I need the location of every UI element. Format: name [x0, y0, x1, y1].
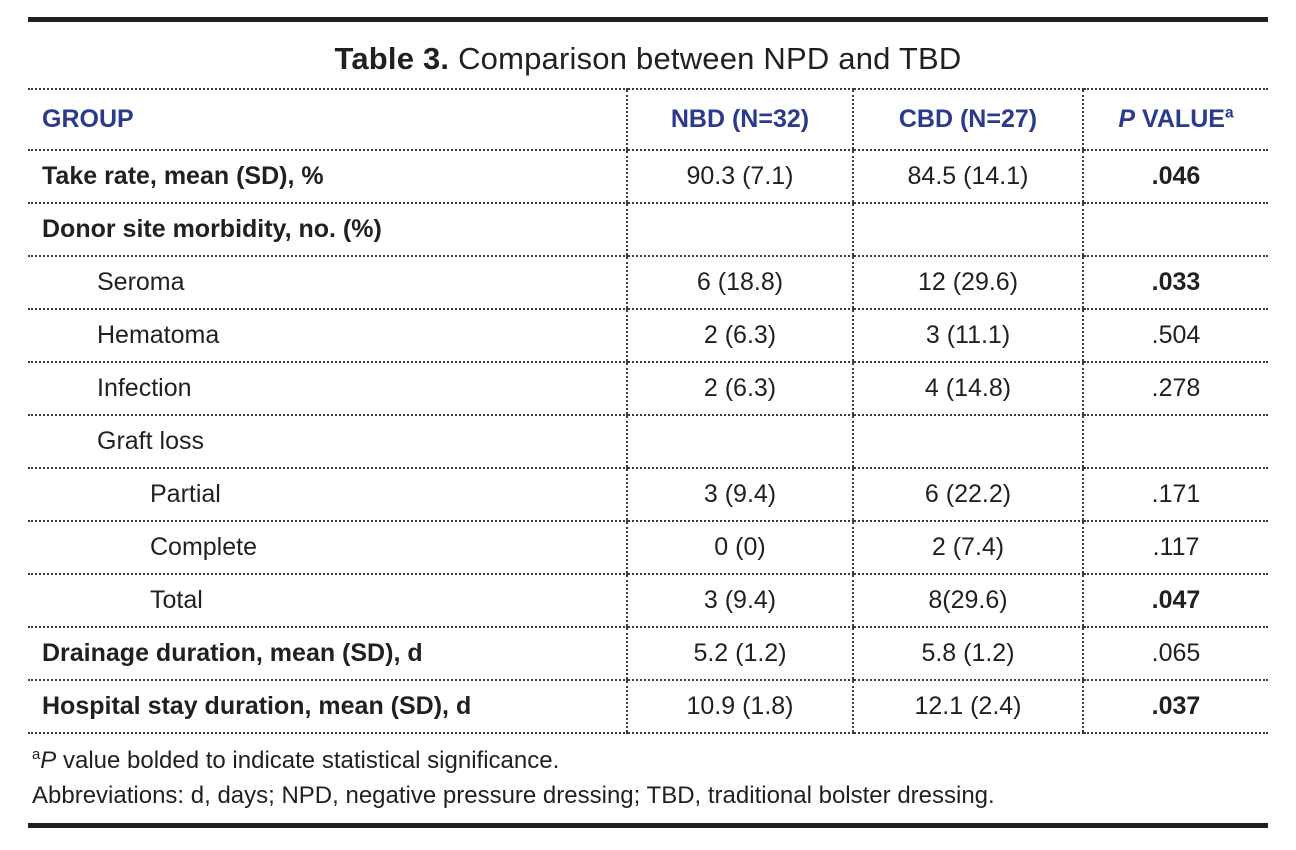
pvalue-header-rest: VALUE [1135, 105, 1225, 133]
column-header-group: GROUP [28, 88, 627, 151]
pvalue-cell: .117 [1082, 521, 1268, 575]
group-cell: Infection [28, 362, 627, 416]
footnote-significance-text: value bolded to indicate statistical sig… [56, 747, 560, 774]
footnotes: aP value bolded to indicate statistical … [32, 743, 1268, 813]
group-cell: Partial [28, 468, 627, 522]
table-title-text: Comparison between NPD and TBD [449, 41, 962, 76]
pvalue-cell [1082, 415, 1268, 469]
nbd-cell: 6 (18.8) [626, 256, 853, 310]
cbd-cell: 6 (22.2) [852, 468, 1083, 522]
pvalue-cell: .504 [1082, 309, 1268, 363]
footnote-abbreviations: Abbreviations: d, days; NPD, negative pr… [32, 782, 995, 809]
table-row: Take rate, mean (SD), % 90.3 (7.1) 84.5 … [28, 150, 1268, 204]
pvalue-cell [1082, 203, 1268, 257]
header-row: GROUP NBD (N=32) CBD (N=27) P VALUEa [28, 88, 1268, 151]
footnote-superscript: a [32, 747, 41, 763]
nbd-cell [626, 415, 853, 469]
cbd-cell: 3 (11.1) [852, 309, 1083, 363]
nbd-cell: 3 (9.4) [626, 468, 853, 522]
table-row: Hematoma 2 (6.3) 3 (11.1) .504 [28, 309, 1268, 363]
table-body: Take rate, mean (SD), % 90.3 (7.1) 84.5 … [28, 150, 1268, 734]
pvalue-cell: .278 [1082, 362, 1268, 416]
nbd-cell: 3 (9.4) [626, 574, 853, 628]
pvalue-cell: .171 [1082, 468, 1268, 522]
table-row: Partial 3 (9.4) 6 (22.2) .171 [28, 468, 1268, 522]
table-title: Table 3. Comparison between NPD and TBD [28, 30, 1268, 88]
table-row: Seroma 6 (18.8) 12 (29.6) .033 [28, 256, 1268, 310]
cbd-cell: 2 (7.4) [852, 521, 1083, 575]
cbd-cell [852, 415, 1083, 469]
column-header-nbd: NBD (N=32) [626, 88, 853, 151]
pvalue-cell: .046 [1082, 150, 1268, 204]
group-cell: Total [28, 574, 627, 628]
comparison-table: GROUP NBD (N=32) CBD (N=27) P VALUEa Tak… [28, 88, 1268, 734]
group-cell: Graft loss [28, 415, 627, 469]
table-row: Hospital stay duration, mean (SD), d 10.… [28, 680, 1268, 734]
pvalue-header-superscript: a [1224, 104, 1234, 122]
column-header-cbd: CBD (N=27) [852, 88, 1083, 151]
group-cell: Hospital stay duration, mean (SD), d [28, 680, 627, 734]
cbd-cell: 12.1 (2.4) [852, 680, 1083, 734]
nbd-cell: 90.3 (7.1) [626, 150, 853, 204]
cbd-cell [852, 203, 1083, 257]
pvalue-cell: .033 [1082, 256, 1268, 310]
nbd-cell: 5.2 (1.2) [626, 627, 853, 681]
cbd-cell: 5.8 (1.2) [852, 627, 1083, 681]
top-rule [28, 17, 1268, 22]
table-row: Graft loss [28, 415, 1268, 469]
bottom-rule [28, 823, 1268, 828]
pvalue-cell: .065 [1082, 627, 1268, 681]
footnote-italic-p: P [40, 747, 57, 774]
table-title-label: Table 3. [334, 41, 450, 76]
group-cell: Take rate, mean (SD), % [28, 150, 627, 204]
group-cell: Seroma [28, 256, 627, 310]
nbd-cell: 0 (0) [626, 521, 853, 575]
group-cell: Hematoma [28, 309, 627, 363]
group-cell: Donor site morbidity, no. (%) [28, 203, 627, 257]
nbd-cell: 2 (6.3) [626, 309, 853, 363]
cbd-cell: 84.5 (14.1) [852, 150, 1083, 204]
cbd-cell: 4 (14.8) [852, 362, 1083, 416]
footnote-significance: aP value bolded to indicate statistical … [32, 743, 1268, 778]
pvalue-cell: .037 [1082, 680, 1268, 734]
table-row: Donor site morbidity, no. (%) [28, 203, 1268, 257]
nbd-cell: 2 (6.3) [626, 362, 853, 416]
group-cell: Complete [28, 521, 627, 575]
pvalue-header-italic-p: P [1118, 105, 1136, 133]
table-row: Complete 0 (0) 2 (7.4) .117 [28, 521, 1268, 575]
table-row: Infection 2 (6.3) 4 (14.8) .278 [28, 362, 1268, 416]
cbd-cell: 8(29.6) [852, 574, 1083, 628]
pvalue-cell: .047 [1082, 574, 1268, 628]
table-header: GROUP NBD (N=32) CBD (N=27) P VALUEa [28, 88, 1268, 151]
column-header-pvalue: P VALUEa [1082, 88, 1268, 151]
table-row: Drainage duration, mean (SD), d 5.2 (1.2… [28, 627, 1268, 681]
group-cell: Drainage duration, mean (SD), d [28, 627, 627, 681]
table-row: Total 3 (9.4) 8(29.6) .047 [28, 574, 1268, 628]
nbd-cell [626, 203, 853, 257]
nbd-cell: 10.9 (1.8) [626, 680, 853, 734]
cbd-cell: 12 (29.6) [852, 256, 1083, 310]
